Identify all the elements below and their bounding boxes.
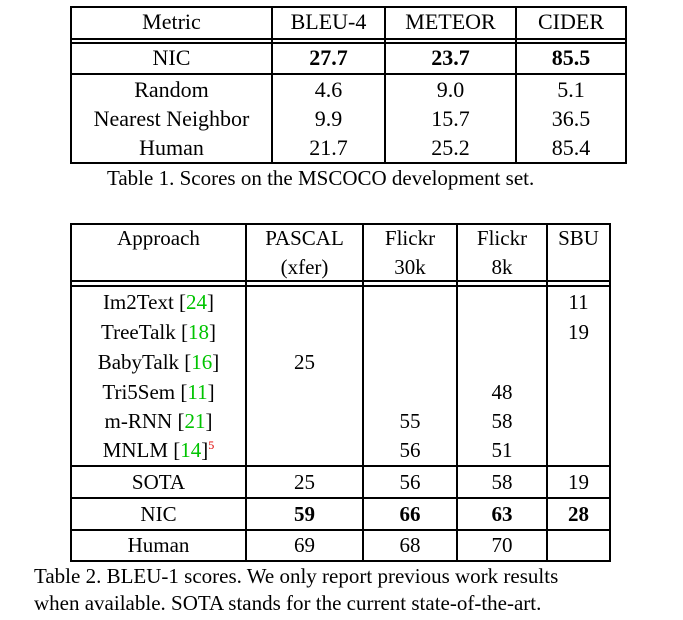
table-1-cell: 15.7: [431, 106, 470, 131]
table-2-cell: 28: [568, 502, 589, 526]
table-1-header-bleu4: BLEU-4: [290, 9, 367, 34]
table-1-border-left: [70, 6, 72, 164]
table-2-top-rule: [70, 223, 611, 225]
table-2-row-label: BabyTalk [16]: [97, 350, 220, 374]
citation-link[interactable]: 11: [187, 380, 208, 404]
table-2-cell: 25: [294, 350, 315, 374]
table-1-header-rule-double: [70, 42, 627, 44]
table-2-cell: 56: [399, 438, 421, 462]
table-2-cell: 11: [568, 290, 589, 314]
table-2-row-label: Tri5Sem [11]: [102, 380, 215, 404]
table-2-row-label: Human: [127, 533, 190, 557]
table-1-bottom-rule: [70, 162, 627, 164]
table-1-cell: 25.2: [431, 135, 470, 160]
footnote-marker[interactable]: 5: [208, 438, 215, 452]
table-2-header-flickr8k-sub: 8k: [491, 255, 513, 279]
table-1-header-rule: [70, 38, 627, 40]
table-2-bottom-rule: [70, 560, 611, 562]
table-2-divider: [546, 223, 548, 562]
table-2-row-label: SOTA: [131, 470, 186, 494]
table-1-divider: [384, 6, 386, 164]
table-2-caption-line-1: Table 2. BLEU-1 scores. We only report p…: [34, 564, 559, 588]
table-2-header-pascal: PASCAL: [265, 226, 344, 250]
table-1-header-cider: CIDER: [538, 9, 604, 34]
table-2-cell: 58: [491, 409, 513, 433]
table-2-cell: 25: [294, 470, 315, 494]
citation-link[interactable]: 21: [184, 409, 206, 433]
table-2-cell: 51: [491, 438, 513, 462]
table-2-cell: 48: [491, 380, 513, 404]
table-1-cell: 23.7: [431, 45, 470, 70]
table-1-cell: 9.9: [314, 106, 343, 131]
table-2-row-label: TreeTalk [18]: [101, 320, 216, 344]
table-2-cell: 55: [399, 409, 421, 433]
table-2-cell: 66: [399, 502, 421, 526]
table-2-row-label: m-RNN [21]: [104, 409, 213, 433]
table-2-border-left: [70, 223, 72, 562]
table-2-nic-rule: [70, 497, 611, 499]
table-2-cell: 63: [491, 502, 513, 526]
table-2-row-label: MNLM [14]5: [102, 438, 215, 462]
table-2-cell: 58: [491, 470, 513, 494]
table-1-header-metric: Metric: [142, 9, 201, 34]
table-2-header-sbu: SBU: [558, 226, 599, 250]
citation-link[interactable]: 16: [191, 350, 213, 374]
table-2-cell: 19: [568, 320, 589, 344]
table-1-divider: [515, 6, 517, 164]
table-1-row-label: Nearest Neighbor: [93, 106, 250, 131]
table-2-header-approach: Approach: [117, 226, 200, 250]
table-1-cell: 5.1: [557, 77, 585, 102]
citation-link[interactable]: 14: [180, 438, 202, 462]
table-2-cell: 70: [491, 533, 513, 557]
table-2-divider: [245, 223, 247, 562]
table-1-cell: 85.5: [551, 45, 591, 70]
table-2-caption-line-2: when available. SOTA stands for the curr…: [34, 591, 542, 615]
table-1-header-meteor: METEOR: [405, 9, 496, 34]
table-1-row-label: Human: [139, 135, 204, 160]
table-1-cell: 85.4: [551, 135, 591, 160]
citation-link[interactable]: 18: [188, 320, 209, 344]
table-2-human-rule: [70, 529, 611, 531]
table-2-header-flickr8k: Flickr: [476, 226, 528, 250]
table-1-cell: 27.7: [309, 45, 348, 70]
table-2-header-flickr30k: Flickr: [384, 226, 436, 250]
table-1-cell: 21.7: [309, 135, 348, 160]
table-2-divider: [456, 223, 458, 562]
table-1-row-label: NIC: [152, 45, 191, 70]
table-1-caption: Table 1. Scores on the MSCOCO developmen…: [107, 166, 535, 190]
table-1-cell: 9.0: [436, 77, 465, 102]
table-2-cell: 19: [568, 470, 589, 494]
table-2-cell: 56: [399, 470, 421, 494]
table-2-header-pascal-sub: (xfer): [280, 255, 329, 279]
table-2-cell: 68: [399, 533, 421, 557]
table-1-cell: 4.6: [314, 77, 343, 102]
citation-link[interactable]: 24: [186, 290, 208, 314]
table-2-border-right: [609, 223, 611, 562]
table-1-nic-rule: [70, 73, 627, 75]
table-1-divider: [271, 6, 273, 164]
table-1-top-rule: [70, 6, 627, 8]
table-2-row-label: NIC: [140, 502, 177, 526]
table-1-row-label: Random: [134, 77, 209, 102]
table-2-header-rule: [70, 280, 611, 282]
table-2-header-flickr30k-sub: 30k: [394, 255, 426, 279]
table-2-cell: 69: [294, 533, 315, 557]
table-2-header-rule-double: [70, 285, 611, 287]
table-2-divider: [362, 223, 364, 562]
table-1-border-right: [625, 6, 627, 164]
table-2-sota-rule: [70, 465, 611, 467]
table-2-row-label: Im2Text [24]: [102, 290, 215, 314]
table-2-cell: 59: [294, 502, 315, 526]
table-1-cell: 36.5: [551, 106, 591, 131]
